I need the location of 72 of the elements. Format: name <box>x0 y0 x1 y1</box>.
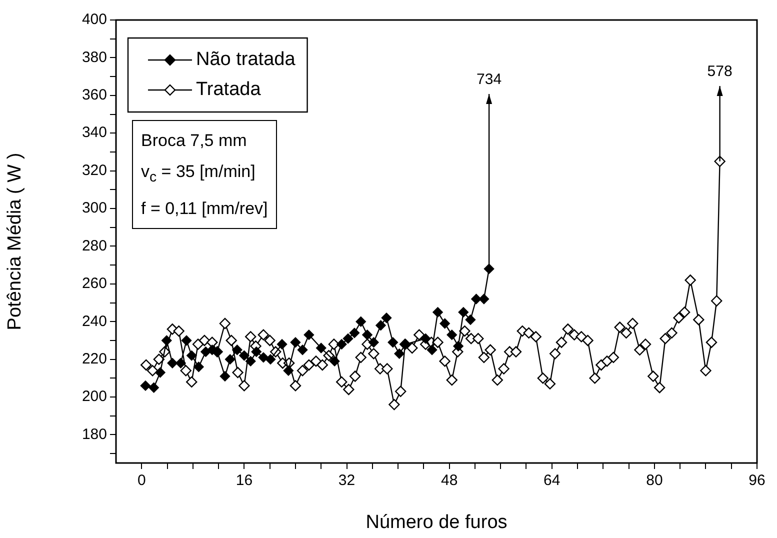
point <box>297 344 308 355</box>
x-tick-label: 64 <box>544 472 560 490</box>
point <box>155 367 166 378</box>
point <box>194 362 204 372</box>
point <box>432 307 443 318</box>
point <box>388 337 398 348</box>
point <box>478 294 490 304</box>
x-tick-label: 80 <box>646 472 663 490</box>
point <box>342 333 354 344</box>
point <box>426 344 438 355</box>
point <box>440 318 450 329</box>
y-tick-label: 260 <box>82 275 107 292</box>
point <box>186 350 197 361</box>
point <box>251 346 262 357</box>
point <box>140 380 151 391</box>
point <box>336 339 347 350</box>
point <box>349 328 360 338</box>
point <box>446 330 457 340</box>
annotation: 578 <box>707 63 732 80</box>
point <box>376 320 386 330</box>
point <box>304 330 314 340</box>
x-tick-label: 16 <box>236 472 253 490</box>
point <box>162 335 172 346</box>
y-tick-label: 220 <box>82 350 107 368</box>
y-tick-label: 380 <box>82 48 107 66</box>
point <box>232 344 242 355</box>
y-tick-label: 400 <box>82 11 107 28</box>
point <box>465 314 476 325</box>
point <box>246 356 256 366</box>
x-tick-label: 96 <box>748 472 766 490</box>
y-tick-label: 200 <box>82 388 107 406</box>
point <box>316 342 326 354</box>
point <box>356 316 366 327</box>
y-axis-title: Potência Média ( W ) <box>4 152 26 330</box>
point <box>181 335 192 346</box>
point <box>225 354 236 364</box>
point <box>276 339 288 350</box>
annotation: v$_{c}$ = 35 [m/min] <box>141 161 256 188</box>
point <box>329 356 340 366</box>
y-tick-label: 360 <box>82 86 107 104</box>
y-tick-label: 180 <box>82 426 107 443</box>
y-tick-label: 240 <box>82 312 107 330</box>
point <box>167 358 178 368</box>
x-tick-label: 48 <box>440 472 458 490</box>
point <box>148 382 159 393</box>
point <box>290 337 301 348</box>
y-tick-label: 280 <box>82 237 107 254</box>
point <box>381 312 392 323</box>
point <box>394 348 404 359</box>
point <box>420 333 431 344</box>
point <box>239 350 250 361</box>
point <box>362 330 372 340</box>
point <box>176 358 186 368</box>
point <box>484 264 494 274</box>
point <box>265 354 276 364</box>
point <box>283 366 294 376</box>
x-axis-title: Número de furos <box>366 512 508 533</box>
point <box>220 371 230 382</box>
legend-label: Tratada <box>196 79 262 100</box>
annotation: f = 0,11 [mm/rev] <box>141 198 268 220</box>
point <box>368 337 379 348</box>
y-tick-label: 340 <box>82 124 107 142</box>
annotation: 734 <box>476 71 502 88</box>
point <box>471 294 482 304</box>
point <box>453 341 464 352</box>
point <box>458 307 469 318</box>
y-tick-label: 300 <box>82 200 107 217</box>
x-tick-label: 32 <box>338 472 356 490</box>
x-tick-label: 0 <box>137 472 146 490</box>
legend-label: Não tratada <box>196 49 296 70</box>
annotation: Broca 7,5 mm <box>141 130 248 152</box>
y-tick-label: 320 <box>82 162 107 179</box>
